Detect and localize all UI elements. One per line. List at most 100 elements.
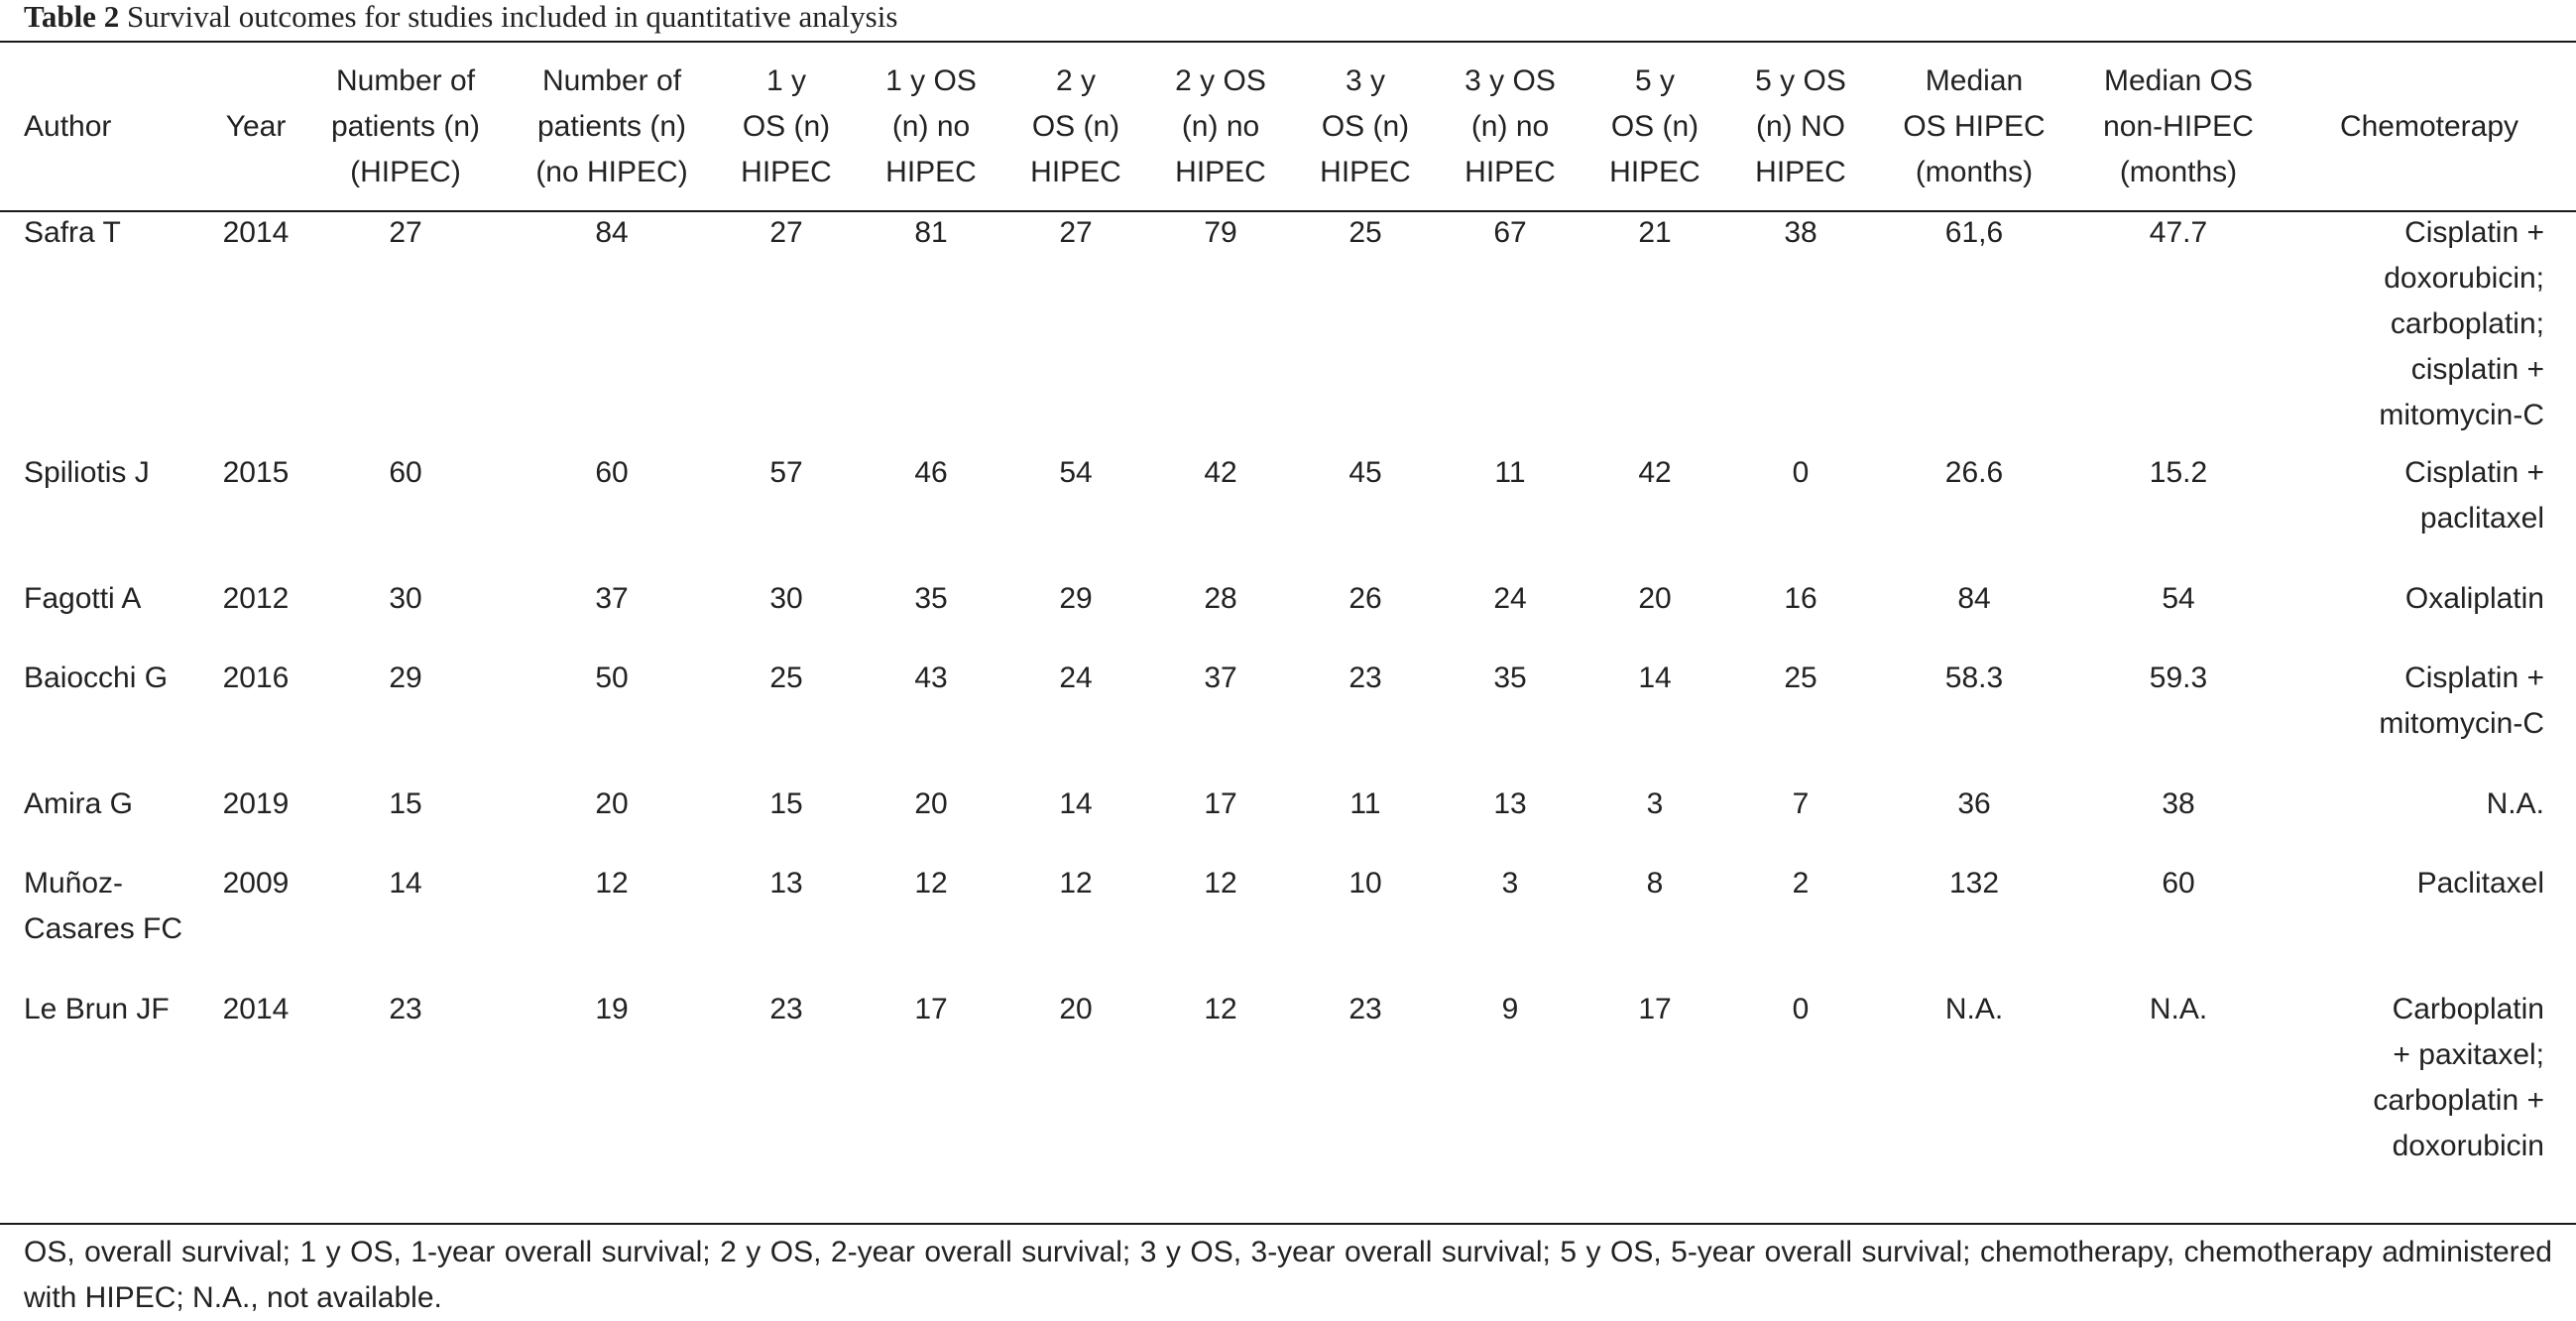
table-cell: 8	[1646, 867, 1664, 900]
table-cell: 16	[1784, 582, 1817, 615]
table-cell: 25	[1348, 216, 1382, 249]
table-cell: 20	[1638, 582, 1672, 615]
table-caption-label: Table 2	[24, 0, 120, 34]
table-cell: N.A.	[2486, 787, 2544, 820]
table-cell: 84	[1957, 582, 1991, 615]
table-row: Amira G 2019 15 20 15 20 14 17 11 13 3 7 36 38 N.A.	[0, 781, 2576, 861]
table-cell: 11	[1494, 456, 1526, 489]
table-cell: Carboplatin + paxitaxel; carboplatin + d…	[2373, 993, 2544, 1162]
column-header: Year	[225, 109, 287, 143]
table-cell: 35	[1493, 661, 1527, 694]
table-cell: 2014	[222, 993, 290, 1025]
table-cell: 7	[1792, 787, 1810, 820]
table-cell: 79	[1204, 216, 1237, 249]
table-cell: 27	[389, 216, 422, 249]
table-cell: 12	[595, 867, 629, 900]
table-cell: 42	[1638, 456, 1672, 489]
table-caption: Table 2 Survival outcomes for studies in…	[24, 0, 897, 40]
table-cell: 29	[1059, 582, 1093, 615]
table-cell: 84	[595, 216, 629, 249]
table-cell: Muñoz- Casares FC	[24, 867, 183, 945]
table-cell: 27	[769, 216, 803, 249]
table-cell: 23	[769, 993, 803, 1025]
table-cell: 23	[389, 993, 422, 1025]
table-cell: 24	[1493, 582, 1527, 615]
table-cell: 54	[2162, 582, 2195, 615]
table-cell: 12	[1059, 867, 1093, 900]
table-cell: 38	[1784, 216, 1817, 249]
column-header: Median OS non-HIPEC (months)	[2103, 63, 2254, 188]
table-cell: 15	[769, 787, 803, 820]
column-header: 1 y OS (n) HIPEC	[741, 63, 832, 188]
table-cell: 60	[2162, 867, 2195, 900]
table-cell: Baiocchi G	[24, 661, 169, 694]
table-cell: 0	[1792, 993, 1810, 1025]
table-row: Baiocchi G 2016 29 50 25 43 24 37 23 35 14 25 58.3 59…	[0, 656, 2576, 781]
table-cell: 9	[1501, 993, 1519, 1025]
table-row: Fagotti A 2012 30 37 30 35 29 28 26 24 20 16 84 54 Oxa…	[0, 576, 2576, 656]
table-cell: 132	[1948, 867, 2000, 900]
table-cell: 54	[1059, 456, 1093, 489]
table-header: Author Year Number of patients (n) (HIPEC)…	[0, 43, 2576, 210]
column-header: 3 y OS (n) no HIPEC	[1464, 63, 1556, 188]
table-cell: 11	[1349, 787, 1381, 820]
table-cell: 3	[1646, 787, 1664, 820]
column-header: Chemoterapy	[2339, 109, 2519, 143]
table-body: Safra T 2014 27 84 27 81 27 79 25 67 21 38 61,6 47.7 C…	[0, 210, 2576, 1169]
table-cell: Fagotti A	[24, 582, 142, 615]
table-cell: 2012	[222, 582, 290, 615]
column-header: 3 y OS (n) HIPEC	[1320, 63, 1411, 188]
table-cell: 26.6	[1944, 456, 2004, 489]
table-cell: 2015	[222, 456, 290, 489]
table-cell: Cisplatin + paclitaxel	[2404, 456, 2544, 535]
table-cell: Cisplatin + doxorubicin; carboplatin; ci…	[2379, 216, 2544, 431]
table-cell: 23	[1348, 661, 1382, 694]
table-cell: 12	[1204, 867, 1237, 900]
table-cell: 59.3	[2149, 661, 2208, 694]
header-row: Author Year Number of patients (n) (HIPEC)…	[0, 43, 2576, 210]
table-cell: 36	[1957, 787, 1991, 820]
table-cell: 25	[769, 661, 803, 694]
table-cell: 2014	[222, 216, 290, 249]
table-cell: 14	[389, 867, 422, 900]
table-cell: 45	[1348, 456, 1382, 489]
table-cell: 24	[1059, 661, 1093, 694]
column-header: 5 y OS (n) HIPEC	[1609, 63, 1700, 188]
table-cell: 2009	[222, 867, 290, 900]
column-header: Author	[24, 109, 112, 143]
table-cell: N.A.	[1944, 993, 2004, 1025]
table-cell: 13	[1493, 787, 1527, 820]
table-cell: 46	[914, 456, 948, 489]
table-cell: 20	[595, 787, 629, 820]
table-cell: 15.2	[2149, 456, 2208, 489]
table-cell: 57	[769, 456, 803, 489]
table-cell: 27	[1059, 216, 1093, 249]
table-cell: 20	[1059, 993, 1093, 1025]
table-cell: Spiliotis J	[24, 456, 150, 489]
table-cell: 10	[1348, 867, 1382, 900]
table-cell: 60	[595, 456, 629, 489]
table-cell: 12	[914, 867, 948, 900]
column-header: 2 y OS (n) HIPEC	[1030, 63, 1121, 188]
table-cell: Cisplatin + mitomycin-C	[2379, 661, 2544, 740]
column-header: 5 y OS (n) NO HIPEC	[1755, 63, 1846, 188]
table-cell: 25	[1784, 661, 1817, 694]
table-cell: 13	[769, 867, 803, 900]
table-cell: 17	[1638, 993, 1672, 1025]
table-row: Spiliotis J 2015 60 60 57 46 54 42 45 11 42 0 26.6 15…	[0, 450, 2576, 576]
table-row: Muñoz- Casares FC 2009 14 12 13 12 12 12 10 3 8 2 13…	[0, 861, 2576, 987]
table-cell: Safra T	[24, 216, 121, 249]
table-cell: 21	[1638, 216, 1672, 249]
table-cell: 2	[1792, 867, 1810, 900]
table-cell: 30	[769, 582, 803, 615]
table-cell: 19	[595, 993, 629, 1025]
table-cell: 43	[914, 661, 948, 694]
table-cell: 38	[2162, 787, 2195, 820]
table-cell: 29	[389, 661, 422, 694]
table-cell: 14	[1059, 787, 1093, 820]
table-cell: 35	[914, 582, 948, 615]
table-cell: 0	[1792, 456, 1810, 489]
table-cell: 42	[1204, 456, 1237, 489]
table-cell: 17	[1204, 787, 1237, 820]
table-cell: 37	[595, 582, 629, 615]
